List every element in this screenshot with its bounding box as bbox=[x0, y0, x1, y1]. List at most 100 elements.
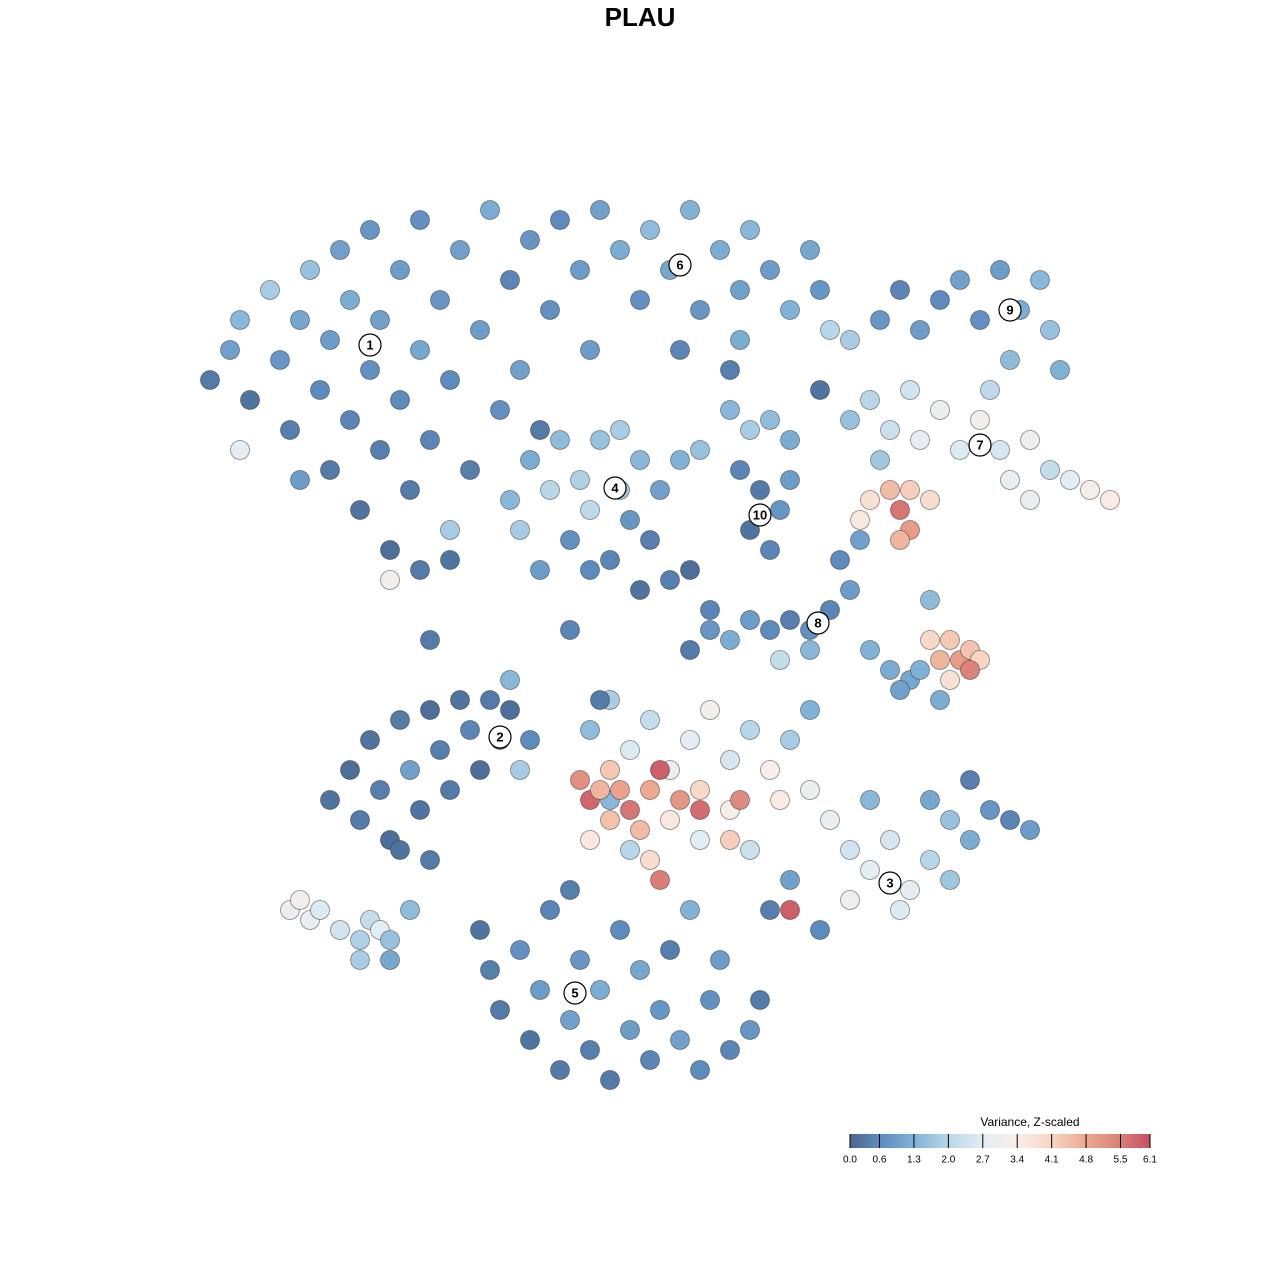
point bbox=[490, 1000, 510, 1020]
point bbox=[1100, 490, 1120, 510]
point bbox=[720, 1040, 740, 1060]
point bbox=[710, 240, 730, 260]
point bbox=[690, 830, 710, 850]
point bbox=[770, 500, 790, 520]
point bbox=[730, 330, 750, 350]
point bbox=[980, 380, 1000, 400]
point bbox=[580, 500, 600, 520]
point bbox=[740, 1020, 760, 1040]
point bbox=[480, 960, 500, 980]
point bbox=[620, 510, 640, 530]
point bbox=[800, 700, 820, 720]
point bbox=[340, 760, 360, 780]
cluster-label: 9 bbox=[1006, 302, 1013, 317]
cluster-label: 1 bbox=[366, 337, 373, 352]
point bbox=[290, 310, 310, 330]
point bbox=[460, 460, 480, 480]
chart-title: PLAU bbox=[605, 2, 676, 32]
point bbox=[630, 820, 650, 840]
point bbox=[780, 900, 800, 920]
point bbox=[700, 990, 720, 1010]
point bbox=[590, 780, 610, 800]
cluster-label: 4 bbox=[611, 480, 619, 495]
point bbox=[630, 580, 650, 600]
point bbox=[640, 710, 660, 730]
point bbox=[610, 920, 630, 940]
point bbox=[820, 810, 840, 830]
cluster-label-badge bbox=[603, 476, 627, 500]
point bbox=[780, 470, 800, 490]
point bbox=[750, 990, 770, 1010]
point bbox=[390, 260, 410, 280]
point bbox=[510, 940, 530, 960]
point bbox=[650, 1000, 670, 1020]
point bbox=[410, 560, 430, 580]
point bbox=[400, 480, 420, 500]
point bbox=[680, 560, 700, 580]
cluster-label: 3 bbox=[886, 875, 893, 890]
point bbox=[760, 620, 780, 640]
point bbox=[390, 840, 410, 860]
point bbox=[900, 380, 920, 400]
point bbox=[930, 290, 950, 310]
point bbox=[350, 950, 370, 970]
point bbox=[310, 900, 330, 920]
point bbox=[630, 450, 650, 470]
point bbox=[330, 240, 350, 260]
point bbox=[200, 370, 220, 390]
point bbox=[880, 660, 900, 680]
point bbox=[280, 420, 300, 440]
point bbox=[580, 830, 600, 850]
cluster-label-badge bbox=[748, 503, 772, 527]
point bbox=[290, 890, 310, 910]
point bbox=[740, 610, 760, 630]
point bbox=[850, 510, 870, 530]
point bbox=[840, 890, 860, 910]
point bbox=[730, 460, 750, 480]
cluster-label-badge bbox=[968, 433, 992, 457]
point bbox=[380, 540, 400, 560]
point bbox=[920, 850, 940, 870]
cluster-label: 8 bbox=[814, 615, 821, 630]
point bbox=[860, 490, 880, 510]
colorbar-tick-label: 5.5 bbox=[1114, 1155, 1128, 1166]
point bbox=[570, 770, 590, 790]
point bbox=[370, 440, 390, 460]
point bbox=[870, 310, 890, 330]
point bbox=[690, 780, 710, 800]
point bbox=[540, 300, 560, 320]
point bbox=[800, 240, 820, 260]
cluster-label: 5 bbox=[571, 985, 578, 1000]
point bbox=[650, 870, 670, 890]
point bbox=[380, 930, 400, 950]
point bbox=[810, 380, 830, 400]
point bbox=[930, 690, 950, 710]
point bbox=[860, 790, 880, 810]
point bbox=[940, 810, 960, 830]
colorbar-tick-label: 6.1 bbox=[1143, 1155, 1157, 1166]
point bbox=[590, 980, 610, 1000]
point bbox=[330, 920, 350, 940]
point bbox=[890, 680, 910, 700]
point bbox=[240, 390, 260, 410]
point bbox=[380, 950, 400, 970]
point bbox=[660, 940, 680, 960]
point bbox=[600, 810, 620, 830]
point bbox=[590, 200, 610, 220]
point bbox=[470, 320, 490, 340]
point bbox=[770, 790, 790, 810]
point bbox=[780, 300, 800, 320]
point bbox=[930, 650, 950, 670]
point bbox=[830, 550, 850, 570]
point bbox=[440, 550, 460, 570]
point bbox=[740, 720, 760, 740]
point bbox=[840, 330, 860, 350]
point bbox=[400, 760, 420, 780]
point bbox=[950, 270, 970, 290]
point bbox=[420, 700, 440, 720]
colorbar-tick-label: 2.7 bbox=[976, 1155, 990, 1166]
point bbox=[760, 760, 780, 780]
point bbox=[620, 840, 640, 860]
point bbox=[490, 400, 510, 420]
point bbox=[260, 280, 280, 300]
